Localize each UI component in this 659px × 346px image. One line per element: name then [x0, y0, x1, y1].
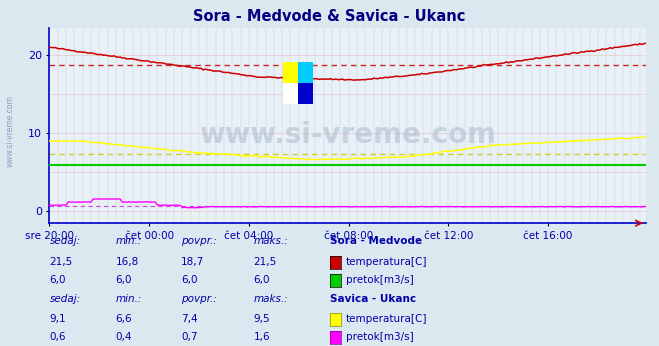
Bar	[298, 62, 313, 83]
Bar	[283, 62, 298, 83]
Text: 0,4: 0,4	[115, 332, 132, 342]
Text: min.:: min.:	[115, 294, 142, 304]
Text: 6,0: 6,0	[49, 275, 66, 285]
Text: pretok[m3/s]: pretok[m3/s]	[346, 332, 414, 342]
Text: 6,0: 6,0	[181, 275, 198, 285]
Text: 6,0: 6,0	[115, 275, 132, 285]
Text: www.si-vreme.com: www.si-vreme.com	[5, 95, 14, 167]
Text: 1,6: 1,6	[254, 332, 270, 342]
Text: 21,5: 21,5	[254, 257, 277, 267]
Text: maks.:: maks.:	[254, 294, 289, 304]
Text: sedaj:: sedaj:	[49, 236, 80, 246]
Text: 7,4: 7,4	[181, 314, 198, 324]
Text: 18,7: 18,7	[181, 257, 204, 267]
Text: Sora - Medvode & Savica - Ukanc: Sora - Medvode & Savica - Ukanc	[193, 9, 466, 24]
Text: Sora - Medvode: Sora - Medvode	[330, 236, 422, 246]
Text: povpr.:: povpr.:	[181, 236, 217, 246]
Text: sedaj:: sedaj:	[49, 294, 80, 304]
Text: 9,5: 9,5	[254, 314, 270, 324]
Text: 21,5: 21,5	[49, 257, 72, 267]
Text: povpr.:: povpr.:	[181, 294, 217, 304]
Text: pretok[m3/s]: pretok[m3/s]	[346, 275, 414, 285]
Text: temperatura[C]: temperatura[C]	[346, 314, 428, 324]
Text: 6,0: 6,0	[254, 275, 270, 285]
Text: temperatura[C]: temperatura[C]	[346, 257, 428, 267]
Text: 0,7: 0,7	[181, 332, 198, 342]
Text: 16,8: 16,8	[115, 257, 138, 267]
Text: 0,6: 0,6	[49, 332, 66, 342]
Text: min.:: min.:	[115, 236, 142, 246]
Text: maks.:: maks.:	[254, 236, 289, 246]
Text: Savica - Ukanc: Savica - Ukanc	[330, 294, 416, 304]
Text: www.si-vreme.com: www.si-vreme.com	[199, 121, 496, 149]
Bar	[298, 83, 313, 104]
Text: 6,6: 6,6	[115, 314, 132, 324]
Text: 9,1: 9,1	[49, 314, 66, 324]
